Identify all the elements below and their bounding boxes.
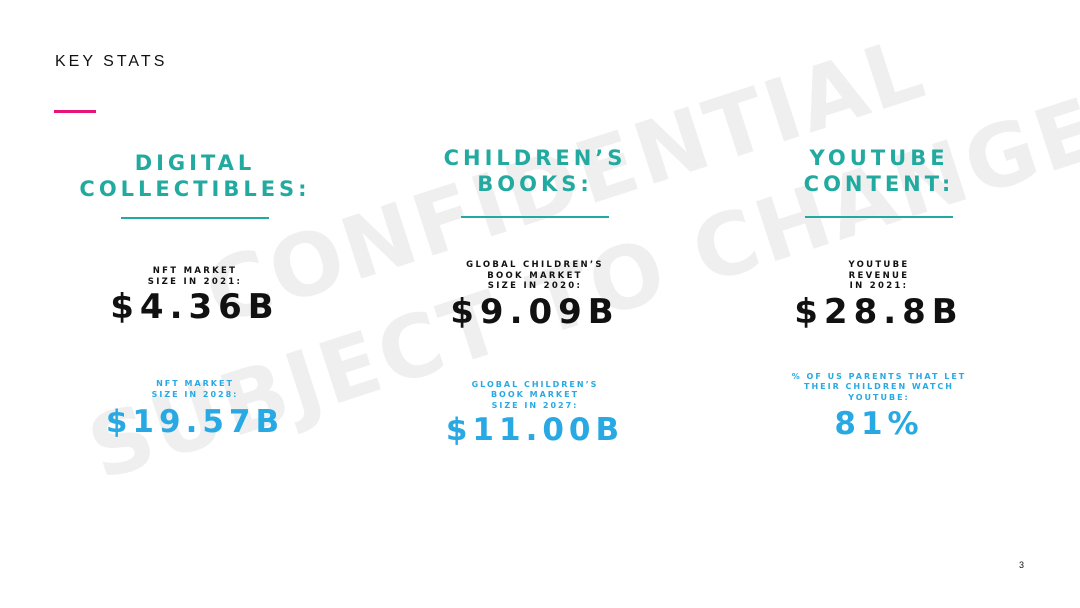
stat-label-line: YOUTUBE [848,260,910,270]
heading-underline [805,216,953,218]
stat-value: $28.8B [794,291,964,332]
projection-value: $19.57B [105,404,285,440]
projection-label: NFT MARKET SIZE IN 2028: [45,379,345,400]
projection-value: 81% [834,406,924,442]
stat-column-youtube-content: YOUTUBE CONTENT: YOUTUBE REVENUE IN 2021… [729,145,1029,443]
heading-line: DIGITAL [134,151,256,175]
stat-label-line: SIZE IN 2021: [147,276,243,287]
stat-label-line: NFT MARKET [152,266,238,276]
stat-label-line: REVENUE [848,270,910,281]
heading-line: BOOKS: [477,172,593,196]
page-number: 3 [1019,560,1025,570]
projection-label-line: YOUTUBE: [848,392,910,402]
stat-label: GLOBAL CHILDREN’S BOOK MARKET SIZE IN 20… [385,260,685,292]
page-title: KEY STATS [55,53,168,70]
heading-underline [121,217,269,219]
heading-line: CONTENT: [803,172,955,196]
stat-label-line: SIZE IN 2020: [487,281,583,291]
heading-line: COLLECTIBLES: [79,177,311,201]
projection-label-line: GLOBAL CHILDREN’S [471,379,599,389]
projection-label-line: SIZE IN 2027: [491,400,579,410]
stat-value: $9.09B [450,291,620,332]
projection-label: % OF US PARENTS THAT LET THEIR CHILDREN … [729,372,1029,404]
stat-label-line: IN 2021: [849,281,909,291]
projection-label-line: NFT MARKET [156,379,234,388]
stat-label: YOUTUBE REVENUE IN 2021: [729,260,1029,292]
heading-underline [461,216,609,218]
projection-label: GLOBAL CHILDREN’S BOOK MARKET SIZE IN 20… [385,380,685,412]
heading-line: YOUTUBE [809,146,949,170]
projection-label-line: THEIR CHILDREN WATCH [804,382,954,391]
stat-label-line: GLOBAL CHILDREN’S [466,260,604,270]
column-heading: DIGITAL COLLECTIBLES: [45,150,345,202]
stat-value: $4.36B [110,287,280,327]
stat-column-childrens-books: CHILDREN’S BOOKS: GLOBAL CHILDREN’S BOOK… [385,145,685,449]
projection-label-line: SIZE IN 2028: [151,389,239,399]
column-heading: YOUTUBE CONTENT: [729,145,1029,197]
projection-label-line: BOOK MARKET [490,390,580,399]
projection-value: $11.00B [445,412,625,448]
title-accent-bar [54,110,96,113]
stat-label: NFT MARKET SIZE IN 2021: [45,266,345,287]
column-heading: CHILDREN’S BOOKS: [385,145,685,197]
heading-line: CHILDREN’S [443,146,627,170]
stat-column-digital-collectibles: DIGITAL COLLECTIBLES: NFT MARKET SIZE IN… [45,150,345,441]
projection-label-line: % OF US PARENTS THAT LET [791,371,967,381]
stat-label-line: BOOK MARKET [487,270,583,281]
